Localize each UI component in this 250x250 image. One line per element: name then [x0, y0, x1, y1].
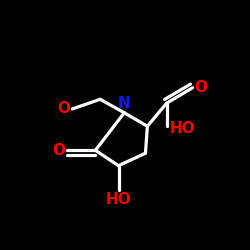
Text: HO: HO [106, 192, 132, 207]
Text: N: N [118, 96, 131, 111]
Text: O: O [52, 143, 65, 158]
Text: O: O [57, 102, 70, 116]
Text: HO: HO [169, 121, 195, 136]
Text: O: O [194, 80, 207, 95]
